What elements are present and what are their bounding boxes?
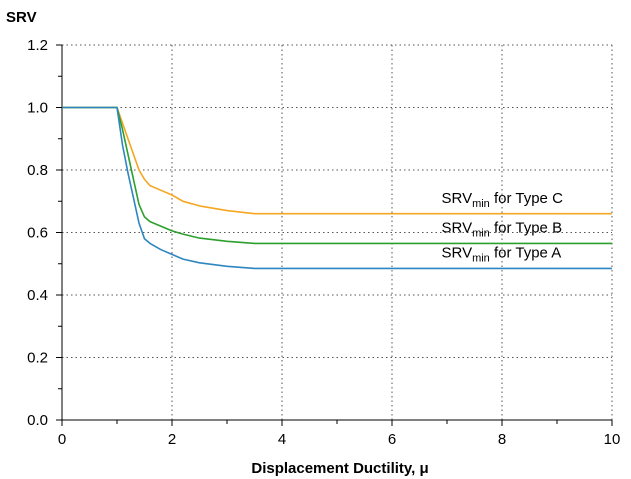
- y-tick-label: 0.8: [27, 162, 48, 179]
- x-tick-labels: 0 2 4 6 8 10: [58, 431, 621, 448]
- series-line: [62, 106, 612, 270]
- y-tick-label: 1.2: [27, 37, 48, 54]
- series-label: SRVmin for Type C: [442, 190, 564, 210]
- y-tick-label: 0.2: [27, 350, 48, 367]
- y-tick-labels: 0.0 0.2 0.4 0.6 0.8 1.0 1.2: [27, 37, 48, 429]
- series-labels: SRVmin for Type C SRVmin for Type B SRVmin…: [442, 190, 564, 265]
- series-line: [62, 106, 612, 245]
- x-tick-label: 4: [278, 431, 286, 448]
- y-axis-title: SRV: [6, 9, 37, 26]
- y-tick-label: 0.0: [27, 412, 48, 429]
- x-axis-title: Displacement Ductility, μ: [251, 460, 428, 477]
- y-tick-label: 0.6: [27, 225, 48, 242]
- x-tick-label: 6: [388, 431, 396, 448]
- series-label: SRVmin for Type A: [442, 245, 562, 265]
- x-tick-label: 10: [604, 431, 621, 448]
- y-tick-label: 0.4: [27, 287, 48, 304]
- x-tick-label: 0: [58, 431, 66, 448]
- ticks: [56, 44, 613, 426]
- series-label: SRVmin for Type B: [442, 220, 563, 240]
- y-tick-label: 1.0: [27, 100, 48, 117]
- x-tick-label: 8: [498, 431, 506, 448]
- series-lines: [62, 106, 612, 270]
- series-line: [62, 106, 612, 215]
- x-tick-label: 2: [168, 431, 176, 448]
